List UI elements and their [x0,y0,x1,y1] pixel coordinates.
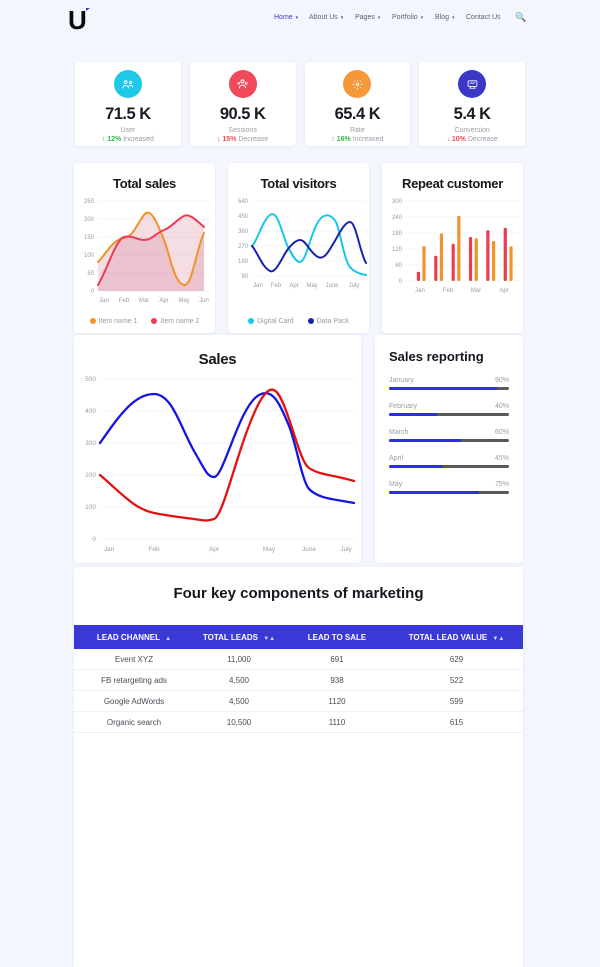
svg-text:Jan: Jan [253,283,263,289]
svg-text:Mar: Mar [139,298,149,304]
svg-text:120: 120 [392,247,403,253]
svg-text:500: 500 [85,376,96,383]
svg-text:Apr: Apr [289,283,298,289]
svg-text:0: 0 [91,289,95,295]
svg-text:0: 0 [92,536,96,543]
svg-text:June: June [325,283,339,289]
svg-text:Jan: Jan [104,546,115,553]
svg-text:90: 90 [241,274,248,280]
svg-text:300: 300 [392,199,403,205]
svg-text:360: 360 [238,229,249,235]
svg-text:May: May [263,546,276,553]
svg-text:Feb: Feb [148,546,160,553]
svg-text:Feb: Feb [271,283,282,289]
svg-text:May: May [178,298,189,304]
svg-text:60: 60 [395,263,402,269]
svg-text:Jun: Jun [199,298,209,304]
svg-text:Jan: Jan [99,298,109,304]
svg-text:100: 100 [85,504,96,511]
svg-text:Apr: Apr [209,546,220,553]
svg-text:450: 450 [238,214,249,220]
svg-text:June: June [302,546,316,553]
svg-text:Feb: Feb [443,288,454,294]
svg-text:200: 200 [85,472,96,479]
svg-text:400: 400 [85,408,96,415]
svg-text:240: 240 [392,215,403,221]
svg-text:May: May [306,283,317,289]
svg-text:540: 540 [238,199,249,205]
svg-text:270: 270 [238,244,249,250]
svg-text:Apr: Apr [499,288,508,294]
svg-text:300: 300 [85,440,96,447]
svg-text:250: 250 [84,199,95,205]
svg-text:200: 200 [84,217,95,223]
svg-text:50: 50 [87,271,94,277]
svg-text:150: 150 [84,235,95,241]
svg-text:Jan: Jan [415,288,425,294]
svg-text:180: 180 [392,231,403,237]
svg-text:Apr: Apr [159,298,168,304]
svg-text:0: 0 [399,279,403,285]
svg-text:Mar: Mar [471,288,481,294]
svg-text:100: 100 [84,253,95,259]
svg-text:July: July [340,546,352,553]
svg-text:180: 180 [238,259,249,265]
svg-text:Feb: Feb [119,298,130,304]
svg-text:July: July [349,283,360,289]
